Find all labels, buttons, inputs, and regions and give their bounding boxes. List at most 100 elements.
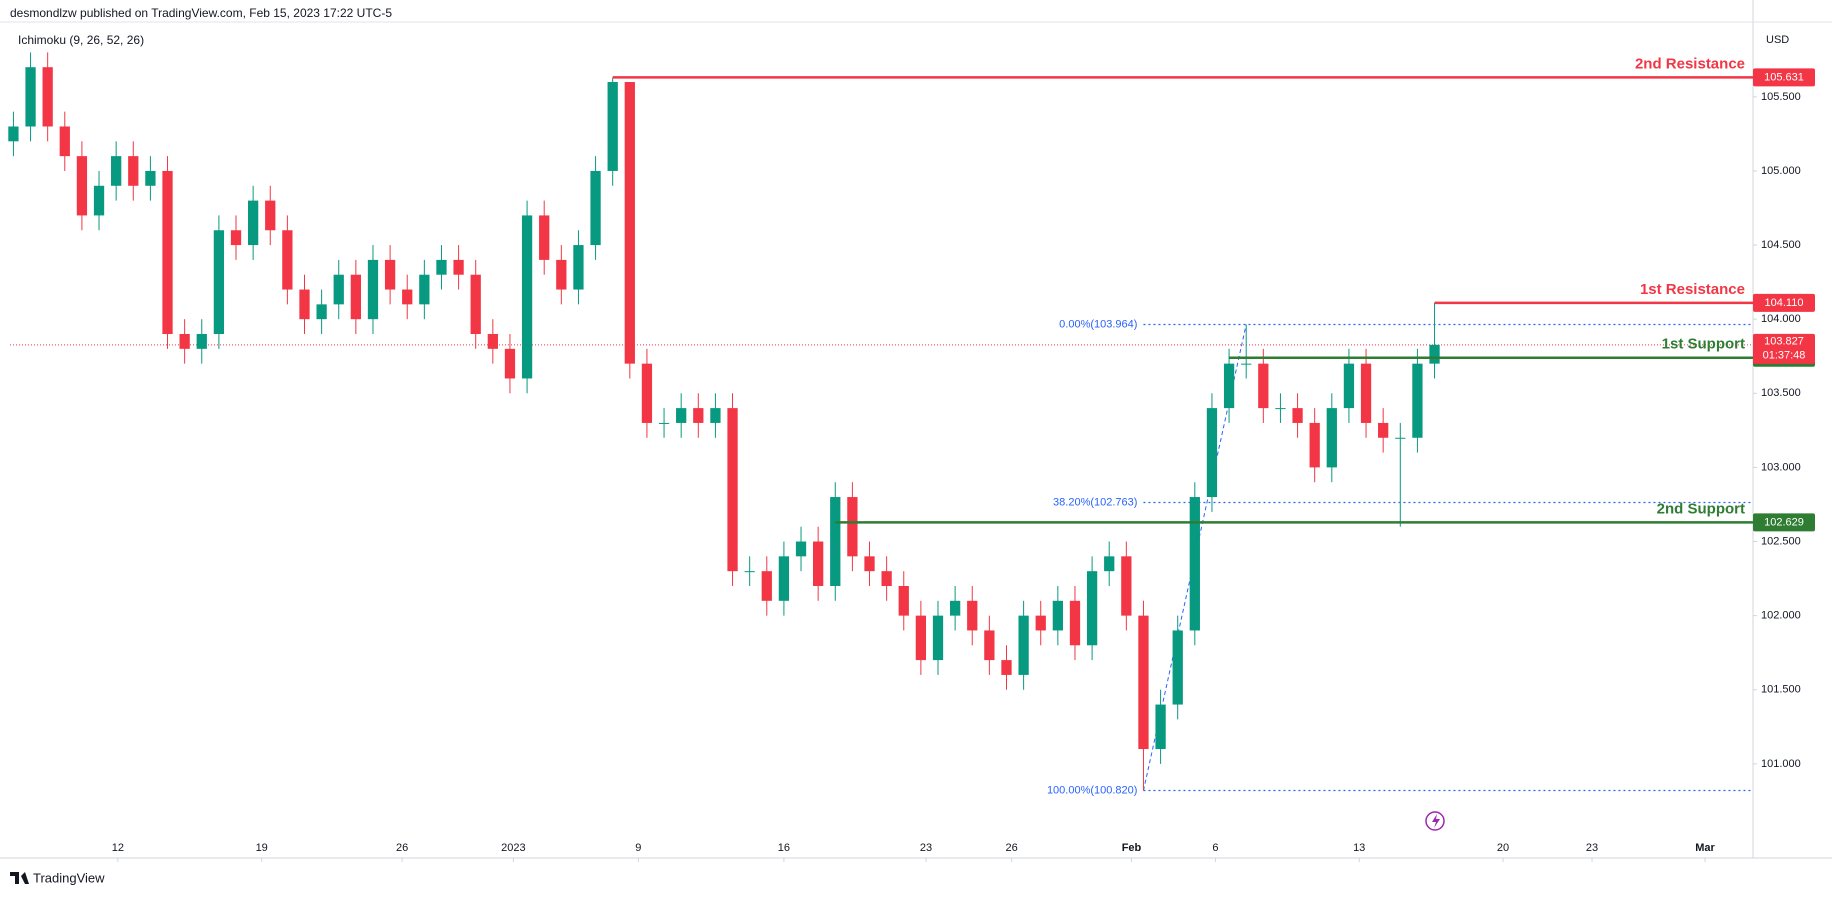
y-tick-label: 103.500: [1761, 387, 1801, 399]
candle-body: [1189, 497, 1200, 631]
candle-body: [213, 230, 225, 335]
candle-body: [436, 259, 447, 275]
candle-body: [1309, 422, 1320, 468]
x-tick-label: 9: [635, 842, 641, 854]
publisher: desmondlzw published on TradingView.com,…: [10, 6, 392, 20]
candle-body: [864, 556, 875, 572]
x-tick-label: 23: [920, 842, 932, 854]
event-icon[interactable]: [1425, 811, 1445, 831]
candle-body: [1292, 408, 1303, 423]
x-tick-label: 16: [778, 842, 790, 854]
candle-body: [830, 497, 841, 586]
candle-body: [247, 200, 259, 246]
candle-body: [1172, 630, 1183, 705]
candle-body: [1121, 556, 1132, 616]
candle-body: [25, 67, 36, 127]
x-tick-label: 23: [1586, 842, 1598, 854]
candle-body: [778, 556, 790, 601]
candle-body: [299, 289, 310, 320]
level-price-label: 104.110: [1765, 297, 1804, 309]
level-price-box: [1753, 513, 1815, 532]
candle-body: [624, 82, 635, 364]
candle-body: [42, 67, 53, 127]
level-name: 2nd Resistance: [1635, 55, 1745, 72]
level-name: 1st Support: [1662, 336, 1745, 353]
candle-body: [881, 571, 892, 586]
level-price-label: 102.629: [1764, 516, 1804, 528]
candle-body: [111, 156, 122, 186]
candle-body: [230, 230, 242, 246]
level-name: 2nd Support: [1657, 500, 1745, 517]
candle-body: [162, 170, 173, 335]
candle-body: [367, 259, 379, 320]
candle-body: [967, 600, 978, 631]
fib-label: 100.00%(100.820): [1047, 784, 1138, 796]
candle-body: [915, 615, 927, 661]
candle-body: [350, 274, 361, 320]
candle-body: [145, 170, 156, 186]
y-tick-label: 105.500: [1761, 91, 1801, 103]
candle-body: [179, 334, 190, 349]
level-price-box: [1753, 68, 1815, 87]
candle-body: [93, 185, 105, 216]
x-tick-label: 26: [1006, 842, 1018, 854]
currency: USD: [1766, 34, 1789, 46]
y-tick-label: 104.000: [1761, 313, 1801, 325]
x-tick-label: Mar: [1695, 842, 1715, 854]
candle-body: [693, 408, 704, 423]
last-price-label: 103.827: [1764, 336, 1804, 348]
candle-body: [813, 541, 824, 586]
x-tick-label: 6: [1212, 842, 1218, 854]
candle-body: [573, 245, 584, 290]
candle-body: [676, 408, 687, 423]
candle-body: [727, 408, 738, 572]
candle-body: [1052, 600, 1063, 631]
candle-body: [128, 156, 139, 186]
candle-body: [607, 82, 618, 171]
candle-body: [1275, 408, 1286, 410]
candle-body: [333, 274, 344, 305]
candle-body: [402, 289, 413, 305]
candle-body: [76, 156, 88, 216]
candle-body: [470, 274, 481, 335]
candle-body: [590, 170, 601, 246]
candle-body: [1360, 363, 1372, 423]
candle-body: [932, 615, 944, 661]
candle-body: [1138, 615, 1149, 750]
candle-body: [641, 363, 653, 423]
candle-body: [316, 304, 327, 320]
candle-body: [1343, 363, 1355, 409]
candle-body: [1378, 422, 1389, 438]
x-tick-label: 13: [1353, 842, 1365, 854]
y-tick-label: 103.000: [1761, 461, 1801, 473]
candle-body: [1429, 344, 1440, 364]
candle-body: [487, 334, 498, 349]
level-name: 1st Resistance: [1640, 281, 1745, 298]
candle-body: [1326, 408, 1337, 468]
candle-body: [556, 259, 567, 290]
candle-body: [521, 215, 533, 379]
y-tick-label: 102.000: [1761, 610, 1801, 622]
x-tick-label: 2023: [501, 842, 525, 854]
candle-body: [1241, 363, 1252, 365]
candle-body: [8, 126, 19, 142]
candle-body: [949, 600, 961, 616]
candle-body: [1206, 408, 1218, 498]
candle-body: [898, 585, 909, 616]
candle-body: [658, 422, 670, 424]
y-tick-label: 105.000: [1761, 165, 1801, 177]
fib-label: 0.00%(103.964): [1059, 318, 1137, 330]
candle-body: [710, 408, 721, 423]
candle-body: [1223, 363, 1235, 409]
x-tick-label: 20: [1497, 842, 1509, 854]
candle-body: [282, 230, 293, 290]
y-tick-label: 101.500: [1761, 684, 1801, 696]
logo-text: TradingView: [33, 870, 105, 885]
candle-body: [1069, 600, 1081, 646]
candle-body: [795, 541, 807, 557]
candle-body: [1018, 615, 1029, 675]
y-tick-label: 102.500: [1761, 535, 1801, 547]
candle-body: [1001, 660, 1012, 675]
